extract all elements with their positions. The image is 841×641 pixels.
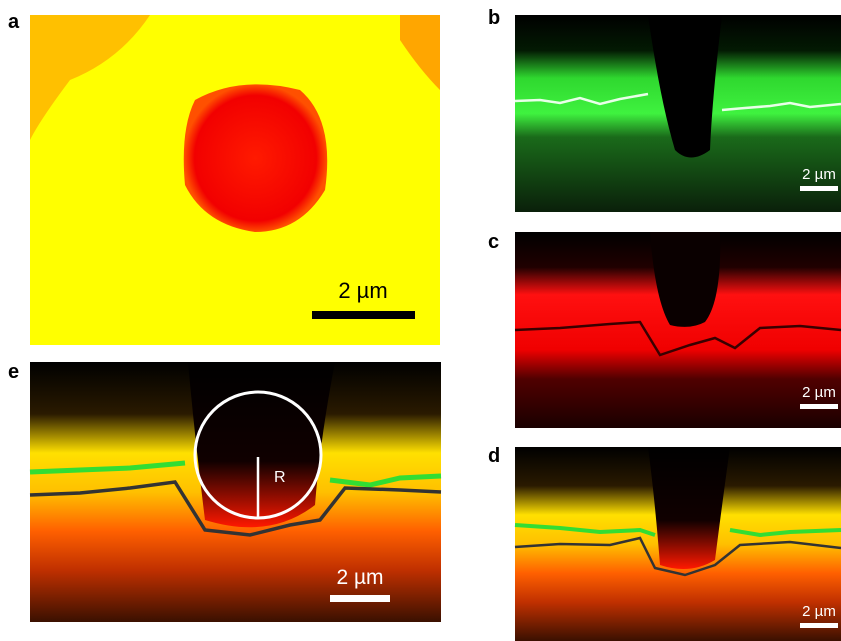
scale-bar — [312, 311, 415, 319]
panel-label: a — [8, 11, 20, 33]
figure: 2 µm a 2 µm b 2 µm c 2 µm d R 2 µm e — [0, 0, 841, 641]
panel-a: 2 µm a — [8, 11, 440, 345]
panel-label: b — [488, 7, 500, 29]
panel-label: c — [488, 231, 499, 253]
panel-b: 2 µm b — [488, 7, 841, 212]
scale-label: 2 µm — [802, 384, 836, 401]
scale-label: 2 µm — [802, 166, 836, 183]
hole — [188, 362, 335, 527]
scale-label: 2 µm — [338, 278, 387, 303]
panel-c: 2 µm c — [488, 231, 841, 428]
panel-label: e — [8, 361, 19, 383]
scale-bar — [800, 404, 838, 409]
panel-label: d — [488, 445, 500, 467]
scale-label: 2 µm — [336, 566, 383, 589]
annotation: R — [274, 469, 286, 486]
scale-bar — [330, 595, 390, 602]
panel-e: R 2 µm e — [8, 361, 441, 622]
scale-label: 2 µm — [802, 603, 836, 620]
scale-bar — [800, 623, 838, 628]
scale-bar — [800, 186, 838, 191]
cell — [184, 84, 327, 232]
panel-d: 2 µm d — [488, 445, 841, 641]
